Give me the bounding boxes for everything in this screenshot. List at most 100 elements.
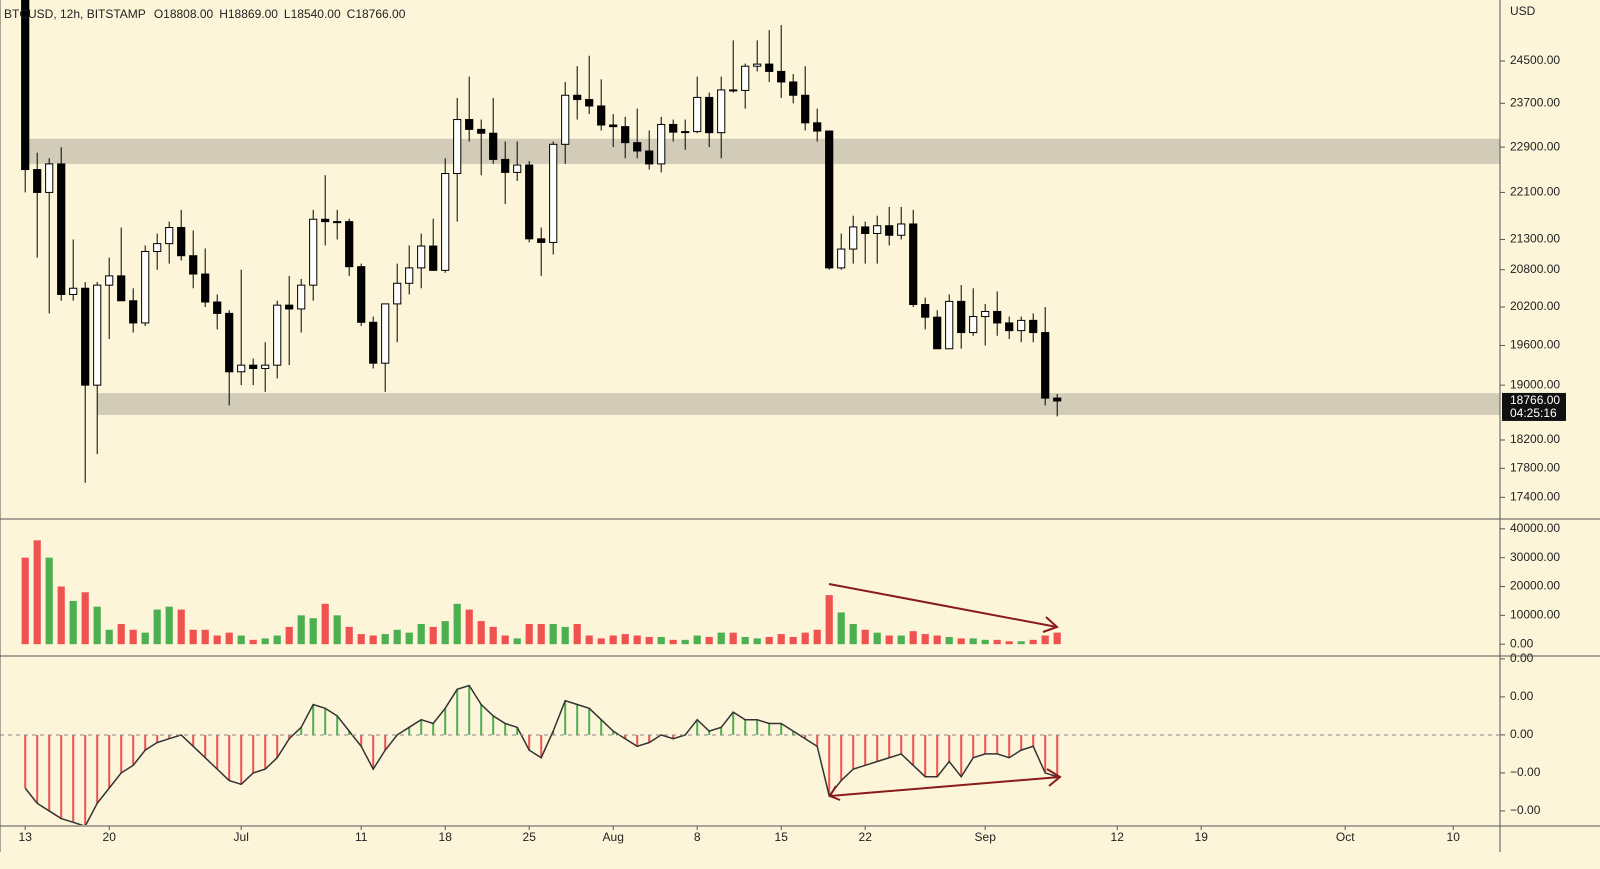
last-price-box (1502, 392, 1566, 421)
candle-body (405, 267, 414, 284)
candle-body (309, 218, 318, 286)
oscillator-bar (288, 734, 291, 739)
oscillator-bar (36, 734, 39, 804)
volume-bar (537, 623, 545, 645)
candle-body (453, 119, 462, 175)
volume-bar (273, 635, 281, 645)
high: H18869.00 (219, 7, 278, 21)
candle-body (261, 364, 270, 369)
volume-bar (153, 609, 161, 645)
oscillator-bar (252, 734, 255, 773)
volume-bar (285, 626, 293, 645)
candle-body (873, 225, 882, 234)
candle-body (69, 287, 78, 295)
candle-body (789, 81, 798, 96)
volume-bar (861, 629, 869, 645)
candle-body (33, 169, 42, 193)
volume-bar (969, 638, 977, 645)
candle-body (621, 126, 630, 144)
y-tick-label: 19600.00 (1510, 338, 1560, 352)
x-tick-label: 18 (439, 830, 453, 844)
volume-bar (513, 638, 521, 645)
volume-bar (597, 638, 605, 645)
volume-bar (585, 635, 593, 645)
oscillator-bar (204, 734, 207, 758)
y-tick-label: 0.00 (1510, 727, 1534, 741)
oscillator-bar (420, 719, 423, 735)
volume-bar (261, 638, 269, 645)
candle-body (849, 226, 858, 250)
volume-bar (189, 629, 197, 645)
volume-bar (333, 615, 341, 645)
volume-bar (477, 621, 485, 645)
volume-bar (117, 623, 125, 645)
candle-body (981, 310, 990, 318)
volume-bar (669, 639, 677, 645)
countdown: 04:25:16 (1510, 406, 1557, 420)
volume-bar (237, 635, 245, 645)
x-tick-label: Oct (1336, 830, 1355, 844)
volume-bar (765, 636, 773, 645)
volume-bar (921, 634, 929, 645)
candle-body (561, 94, 570, 145)
volume-bar (177, 609, 185, 645)
candle-body (801, 94, 810, 124)
candle-body (477, 128, 486, 134)
volume-bar (165, 606, 173, 645)
volume-bar (717, 632, 725, 645)
x-tick-label: 22 (859, 830, 873, 844)
oscillator-bar (588, 708, 591, 735)
candle-body (549, 143, 558, 243)
oscillator-bar (876, 734, 879, 762)
low: L18540.00 (284, 7, 341, 21)
candle-body (585, 99, 594, 107)
oscillator-bar (576, 704, 579, 735)
oscillator-bar (444, 708, 447, 735)
candle-body (1005, 322, 1014, 332)
axes: 24500.0023700.0022900.0022100.0021300.00… (19, 53, 1566, 844)
oscillator-bar (648, 734, 651, 743)
oscillator-bar (504, 723, 507, 735)
oscillator-bar (612, 731, 615, 735)
candle-body (1053, 397, 1062, 402)
oscillator-bar (432, 723, 435, 735)
volume-bar (777, 634, 785, 645)
oscillator-bar (720, 727, 723, 735)
volume-bar (909, 631, 917, 645)
oscillator-bar (528, 734, 531, 751)
candle-body (429, 245, 438, 271)
volume-bar (1041, 635, 1049, 645)
candle-body (345, 221, 354, 268)
oscillator-bar (168, 734, 171, 739)
oscillator-bar (468, 685, 471, 735)
candle-body (573, 94, 582, 101)
candle-body (645, 150, 654, 165)
volume-bar (297, 615, 305, 645)
candle-body (837, 248, 846, 269)
candle-body (885, 225, 894, 236)
y-tick-label: 0.00 (1510, 689, 1534, 703)
volume-bar (81, 592, 89, 645)
oscillator-bar (60, 734, 63, 819)
oscillator-bar (516, 727, 519, 735)
oscillator-bar (192, 734, 195, 747)
volume-bar (981, 639, 989, 645)
y-tick-label: 20000.00 (1510, 579, 1560, 593)
candle-body (45, 163, 54, 193)
candle-body (957, 300, 966, 334)
volume-bar (705, 636, 713, 645)
candle-body (117, 275, 126, 302)
candle-body (57, 163, 66, 295)
y-tick-label: 23700.00 (1510, 95, 1560, 109)
candle-body (609, 124, 618, 128)
y-tick-label: 24500.00 (1510, 53, 1560, 67)
volume-bar (825, 595, 833, 645)
oscillator-bar (828, 734, 831, 796)
oscillator-bar (1044, 734, 1047, 773)
candle-body (825, 130, 834, 269)
oscillator-bar (336, 715, 339, 735)
x-tick-label: Sep (975, 830, 997, 844)
volume-bar (993, 639, 1001, 645)
oscillator-bar (864, 734, 867, 766)
